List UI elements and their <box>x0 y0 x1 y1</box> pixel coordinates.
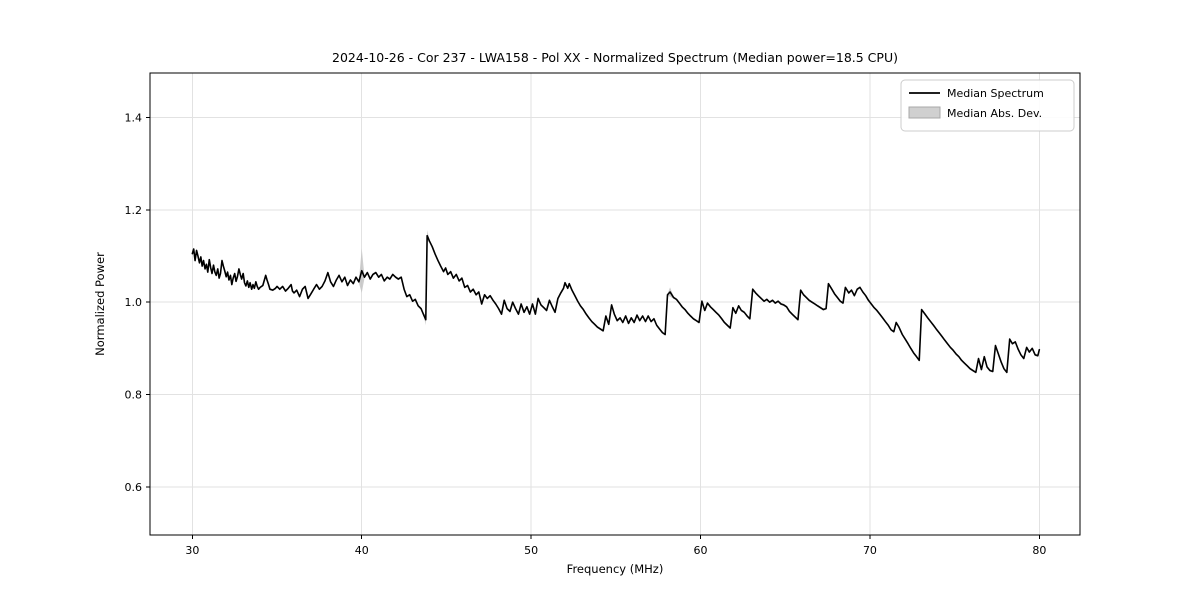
x-tick-label: 60 <box>694 544 708 557</box>
y-tick-label: 0.6 <box>125 481 143 494</box>
chart-title: 2024-10-26 - Cor 237 - LWA158 - Pol XX -… <box>332 50 898 65</box>
x-tick-label: 70 <box>863 544 877 557</box>
grid-lines <box>150 73 1080 535</box>
legend-patch-sample <box>908 106 941 119</box>
legend: Median Spectrum Median Abs. Dev. <box>900 79 1075 132</box>
y-tick-label: 1.2 <box>125 204 143 217</box>
x-axis-label: Frequency (MHz) <box>567 562 664 576</box>
y-tick-label: 1.0 <box>125 296 143 309</box>
median-spectrum-line <box>191 234 1041 374</box>
x-tick-label: 30 <box>185 544 199 557</box>
legend-box <box>900 79 1075 132</box>
x-tick-label: 40 <box>355 544 369 557</box>
y-tick-label: 1.4 <box>125 111 143 124</box>
x-tick-label: 80 <box>1032 544 1046 557</box>
x-tick-label: 50 <box>524 544 538 557</box>
y-tick-label: 0.8 <box>125 389 143 402</box>
plot-border <box>149 72 1081 536</box>
legend-label-median-abs-dev: Median Abs. Dev. <box>947 107 1042 120</box>
axis-ticks: 30 40 50 60 70 80 0.6 0.8 1.0 1.2 1.4 <box>125 111 1047 557</box>
y-axis-label: Normalized Power <box>93 252 107 356</box>
legend-label-median-spectrum: Median Spectrum <box>947 87 1044 100</box>
